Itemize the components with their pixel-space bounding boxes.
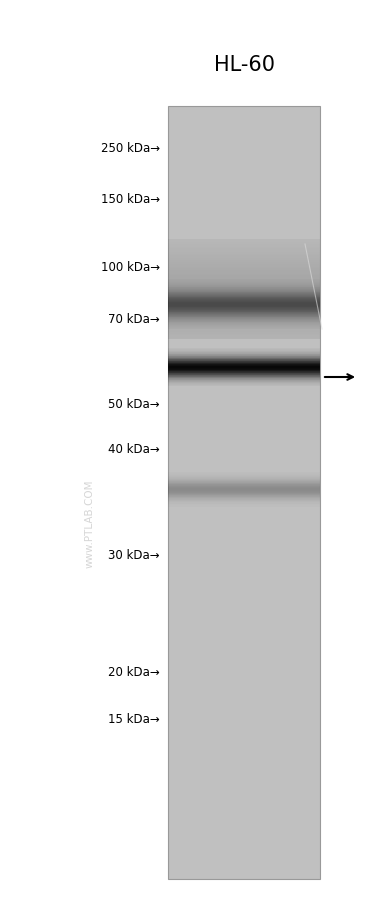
Bar bbox=[168, 285, 320, 286]
Bar bbox=[168, 276, 320, 277]
Text: 15 kDa→: 15 kDa→ bbox=[108, 713, 160, 726]
Bar bbox=[168, 311, 320, 312]
Bar bbox=[168, 270, 320, 271]
Bar bbox=[168, 257, 320, 259]
Text: 250 kDa→: 250 kDa→ bbox=[101, 142, 160, 154]
Bar bbox=[168, 297, 320, 299]
Bar bbox=[168, 273, 320, 275]
Bar bbox=[168, 106, 320, 879]
Bar bbox=[168, 260, 320, 261]
Bar bbox=[168, 318, 320, 319]
Bar bbox=[168, 291, 320, 292]
Bar bbox=[168, 328, 320, 329]
Bar bbox=[168, 281, 320, 282]
Bar bbox=[168, 309, 320, 311]
Bar bbox=[168, 322, 320, 324]
Bar bbox=[168, 306, 320, 308]
Bar bbox=[168, 248, 320, 250]
Bar bbox=[168, 259, 320, 260]
Text: 100 kDa→: 100 kDa→ bbox=[101, 262, 160, 274]
Bar bbox=[168, 267, 320, 269]
Text: www.PTLAB.COM: www.PTLAB.COM bbox=[85, 479, 95, 567]
Bar bbox=[168, 312, 320, 313]
Bar bbox=[168, 326, 320, 327]
Bar bbox=[168, 280, 320, 281]
Bar bbox=[168, 283, 320, 285]
Bar bbox=[168, 303, 320, 305]
Bar bbox=[168, 334, 320, 335]
Bar bbox=[168, 299, 320, 301]
Bar bbox=[168, 251, 320, 253]
Bar bbox=[168, 327, 320, 328]
Bar bbox=[168, 271, 320, 272]
Bar bbox=[168, 335, 320, 336]
Bar bbox=[168, 241, 320, 243]
Text: HL-60: HL-60 bbox=[213, 55, 274, 75]
Bar bbox=[168, 240, 320, 241]
Bar bbox=[168, 336, 320, 337]
Bar bbox=[168, 332, 320, 334]
Bar bbox=[168, 313, 320, 315]
Bar bbox=[168, 331, 320, 332]
Bar bbox=[168, 295, 320, 296]
Bar bbox=[168, 246, 320, 247]
Bar bbox=[168, 263, 320, 264]
Bar bbox=[168, 290, 320, 291]
Bar bbox=[168, 329, 320, 331]
Bar bbox=[168, 305, 320, 306]
Bar bbox=[168, 243, 320, 244]
Text: 20 kDa→: 20 kDa→ bbox=[108, 666, 160, 678]
Bar bbox=[168, 319, 320, 321]
Bar bbox=[168, 279, 320, 280]
Bar bbox=[168, 275, 320, 276]
Bar bbox=[168, 277, 320, 279]
Bar bbox=[168, 287, 320, 289]
Bar bbox=[168, 262, 320, 263]
Bar bbox=[168, 266, 320, 267]
Bar bbox=[168, 292, 320, 293]
Bar bbox=[168, 321, 320, 322]
Bar bbox=[168, 316, 320, 318]
Bar bbox=[168, 325, 320, 326]
Bar bbox=[168, 296, 320, 297]
Bar bbox=[168, 286, 320, 287]
Bar bbox=[168, 256, 320, 257]
Text: 30 kDa→: 30 kDa→ bbox=[108, 549, 160, 562]
Text: 50 kDa→: 50 kDa→ bbox=[108, 398, 160, 411]
Bar bbox=[168, 337, 320, 338]
Bar bbox=[168, 244, 320, 246]
Bar bbox=[168, 324, 320, 325]
Bar bbox=[168, 264, 320, 266]
Bar bbox=[168, 261, 320, 262]
Bar bbox=[168, 254, 320, 256]
Text: 70 kDa→: 70 kDa→ bbox=[108, 313, 160, 327]
Bar bbox=[168, 272, 320, 273]
Bar bbox=[168, 289, 320, 290]
Bar bbox=[168, 269, 320, 270]
Bar bbox=[168, 308, 320, 309]
Bar bbox=[168, 247, 320, 248]
Bar bbox=[168, 282, 320, 283]
Text: 150 kDa→: 150 kDa→ bbox=[101, 193, 160, 207]
Bar bbox=[168, 250, 320, 251]
Bar bbox=[168, 338, 320, 340]
Bar bbox=[168, 253, 320, 254]
Bar bbox=[168, 302, 320, 303]
Text: 40 kDa→: 40 kDa→ bbox=[108, 443, 160, 456]
Bar bbox=[168, 315, 320, 316]
Bar bbox=[168, 301, 320, 302]
Bar bbox=[168, 293, 320, 295]
